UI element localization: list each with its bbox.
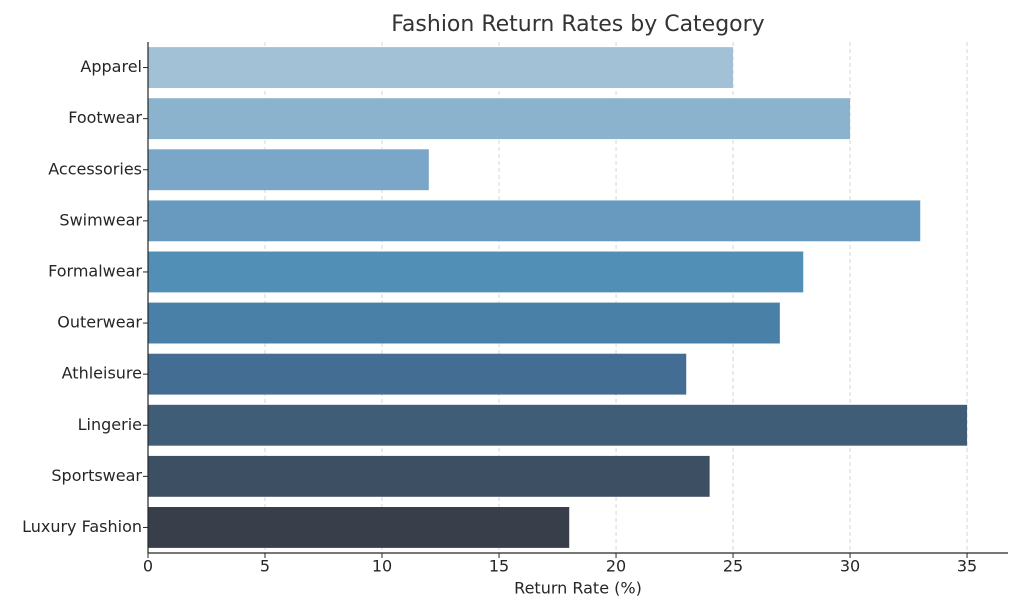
bar	[148, 302, 780, 344]
bar	[148, 47, 734, 88]
y-tick-label: Footwear	[68, 108, 142, 127]
bar	[148, 507, 570, 548]
x-tick-label: 30	[840, 557, 860, 576]
chart-title: Fashion Return Rates by Category	[391, 12, 764, 37]
x-tick-label: 25	[723, 557, 743, 576]
x-tick-label: 0	[143, 557, 153, 576]
y-tick-label: Luxury Fashion	[22, 517, 142, 536]
y-tick-label: Formalwear	[48, 261, 142, 280]
x-tick-label: 20	[606, 557, 626, 576]
x-tick-label: 5	[260, 557, 270, 576]
x-tick-label: 10	[372, 557, 392, 576]
x-axis-label: Return Rate (%)	[514, 579, 642, 598]
y-tick-label: Athleisure	[62, 364, 142, 383]
x-tick-label: 15	[489, 557, 509, 576]
y-tick-label: Accessories	[48, 159, 142, 178]
bar	[148, 455, 710, 497]
y-tick-label: Swimwear	[59, 210, 142, 229]
y-tick-label: Sportswear	[51, 466, 142, 485]
bar	[148, 353, 687, 395]
y-tick-label: Lingerie	[78, 415, 142, 434]
y-tick-label: Outerwear	[57, 313, 142, 332]
bar	[148, 98, 851, 140]
bar	[148, 251, 804, 293]
x-tick-label: 35	[957, 557, 977, 576]
bar	[148, 149, 429, 191]
bar	[148, 404, 968, 446]
y-tick-label: Apparel	[80, 57, 142, 76]
bar	[148, 200, 921, 242]
